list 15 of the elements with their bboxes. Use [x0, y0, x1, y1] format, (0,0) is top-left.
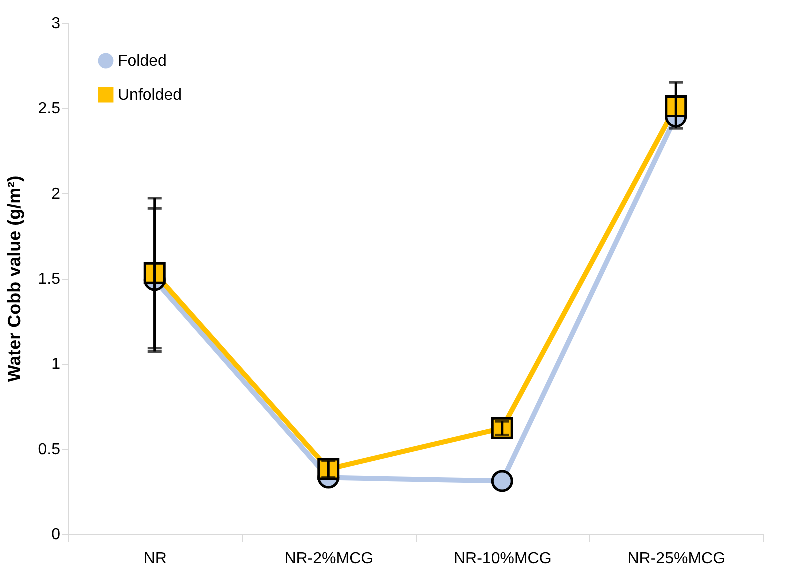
x-tick-label: NR [144, 550, 167, 568]
y-tick-label: 2 [52, 186, 61, 203]
y-tick-label: 1.5 [38, 271, 61, 288]
point [491, 470, 514, 492]
x-tick-label: NR-2%MCG [284, 550, 374, 568]
y-axis-title: Water Cobb value (g/m²) [4, 176, 24, 382]
y-tick-label: 2.5 [38, 100, 61, 118]
y-tick-label: 0 [52, 526, 61, 544]
x-tick-label: NR-25%MCG [628, 550, 726, 568]
y-tick-label: 1 [52, 356, 61, 374]
y-tick-label: 0.5 [38, 441, 61, 458]
legend-label: Unfolded [118, 87, 182, 104]
legend-label: Folded [118, 53, 167, 70]
y-tick-label: 3 [52, 16, 61, 32]
x-tick-label: NR-10%MCG [454, 550, 552, 568]
